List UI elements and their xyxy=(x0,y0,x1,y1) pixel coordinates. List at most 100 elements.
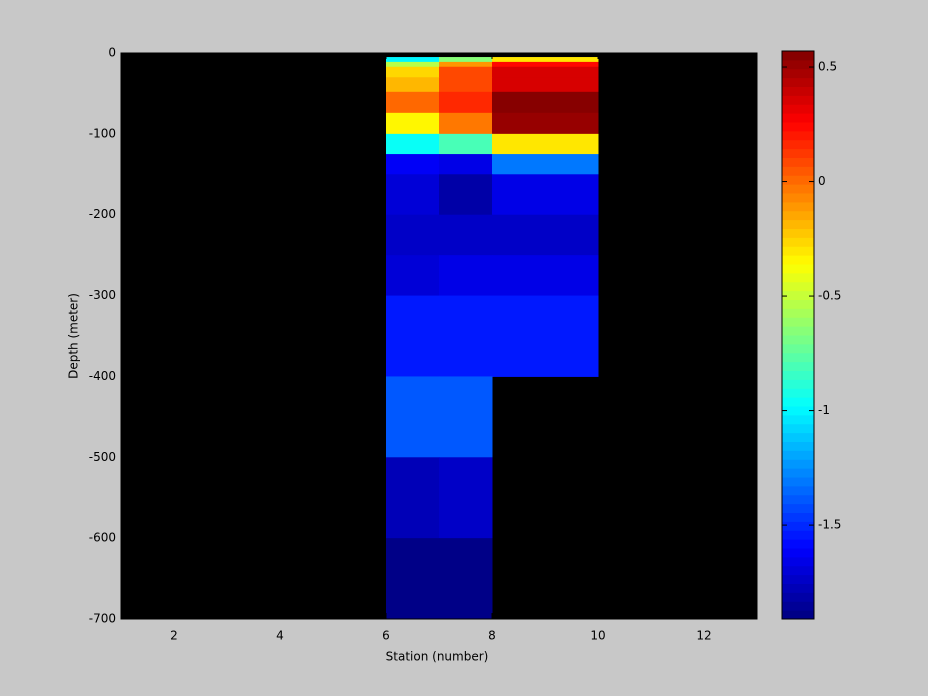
colorbar-step xyxy=(782,556,814,567)
heatmap-cell xyxy=(386,61,440,68)
heatmap-cell xyxy=(386,295,440,377)
heatmap-cell xyxy=(492,295,599,377)
colorbar-step xyxy=(782,610,814,620)
colorbar-step xyxy=(782,264,814,274)
colorbar-step xyxy=(782,299,814,309)
colorbar-step xyxy=(782,237,814,247)
colorbar-step xyxy=(782,77,814,87)
colorbar-step xyxy=(782,113,814,123)
colorbar-step xyxy=(782,548,814,558)
x-tick-label: 6 xyxy=(382,629,390,643)
colorbar-step xyxy=(782,530,814,540)
heatmap-cell xyxy=(386,112,440,135)
heatmap-cell xyxy=(386,457,440,539)
y-tick-label: -100 xyxy=(89,126,116,140)
colorbar-step xyxy=(782,104,814,114)
heatmap-cell xyxy=(386,214,440,256)
y-tick-label: -400 xyxy=(89,369,116,383)
colorbar-tick-label: 0.5 xyxy=(818,60,837,74)
colorbar-step xyxy=(782,281,814,292)
colorbar-step xyxy=(782,317,814,327)
colorbar-step xyxy=(782,308,814,318)
heatmap-cell xyxy=(492,61,599,68)
colorbar-step xyxy=(782,494,814,505)
y-tick-label: 0 xyxy=(108,46,116,60)
colorbar-step xyxy=(782,379,814,389)
colorbar-step xyxy=(782,184,814,194)
colorbar-step xyxy=(782,592,814,602)
heatmap-cell xyxy=(386,154,440,175)
y-tick-label: -600 xyxy=(89,531,116,545)
heatmap-cell xyxy=(492,66,599,78)
y-tick-label: -200 xyxy=(89,207,116,221)
colorbar-step xyxy=(782,477,814,487)
colorbar-step xyxy=(782,450,814,460)
heatmap-cell xyxy=(492,214,599,256)
colorbar-step xyxy=(782,397,814,407)
colorbar-step xyxy=(782,86,814,96)
x-tick-label: 4 xyxy=(276,629,284,643)
colorbar-step xyxy=(782,423,814,434)
heatmap-cell xyxy=(439,174,493,216)
heatmap-cell xyxy=(439,538,493,620)
colorbar-tick-label: -1 xyxy=(818,403,830,417)
heatmap-cell xyxy=(439,77,493,93)
heatmap-cell xyxy=(386,538,440,620)
colorbar-step xyxy=(782,574,814,584)
colorbar-step xyxy=(782,459,814,469)
colorbar-tick-label: -0.5 xyxy=(818,289,841,303)
colorbar-step xyxy=(782,139,814,150)
plot-frame xyxy=(120,52,758,620)
x-tick-label: 12 xyxy=(696,629,711,643)
colorbar-step xyxy=(782,326,814,336)
colorbar-step xyxy=(782,539,814,549)
colorbar-step xyxy=(782,335,814,345)
colorbar-step xyxy=(782,485,814,496)
heatmap-cell xyxy=(439,61,493,68)
colorbar-step xyxy=(782,148,814,158)
heatmap-cell xyxy=(492,77,599,93)
colorbar-tick-label: 0 xyxy=(818,174,826,188)
heatmap-cell xyxy=(492,174,599,216)
x-tick-label: 2 xyxy=(170,629,178,643)
heatmap-cell xyxy=(439,214,493,256)
heatmap-cell xyxy=(439,154,493,175)
colorbar-step xyxy=(782,157,814,167)
colorbar-step xyxy=(782,388,814,398)
heatmap-cell xyxy=(492,255,599,297)
heatmap-cell xyxy=(492,91,599,114)
colorbar-step xyxy=(782,512,814,522)
colorbar-step xyxy=(782,521,814,531)
heatmap-cell xyxy=(439,133,493,155)
colorbar-step xyxy=(782,503,814,513)
colorbar-step xyxy=(782,228,814,238)
colorbar-step xyxy=(782,95,814,105)
colorbar-step xyxy=(782,68,814,79)
heatmap-cell xyxy=(386,376,440,458)
colorbar-step xyxy=(782,219,814,229)
heatmap-cell xyxy=(386,255,440,297)
colorbar-step xyxy=(782,441,814,451)
heatmap-cell xyxy=(386,133,440,155)
x-tick-label: 8 xyxy=(488,629,496,643)
heatmap-cell xyxy=(492,57,599,63)
heatmap-cell xyxy=(386,66,440,78)
colorbar-step xyxy=(782,290,814,300)
colorbar-frame xyxy=(781,50,815,620)
heatmap-cell xyxy=(386,174,440,216)
colorbar-step xyxy=(782,361,814,371)
colorbar-step xyxy=(782,583,814,593)
colorbar-step xyxy=(782,246,814,256)
colorbar-step xyxy=(782,122,814,132)
heatmap-cell xyxy=(439,57,493,63)
heatmap-cell xyxy=(492,112,599,135)
heatmap-cell xyxy=(386,57,440,63)
colorbar-step xyxy=(782,193,814,203)
heatmap-cell xyxy=(439,66,493,78)
colorbar-step xyxy=(782,565,814,576)
colorbar-step xyxy=(782,370,814,380)
heatmap-cell xyxy=(492,154,599,175)
colorbar-step xyxy=(782,255,814,265)
colorbar-step xyxy=(782,406,814,416)
